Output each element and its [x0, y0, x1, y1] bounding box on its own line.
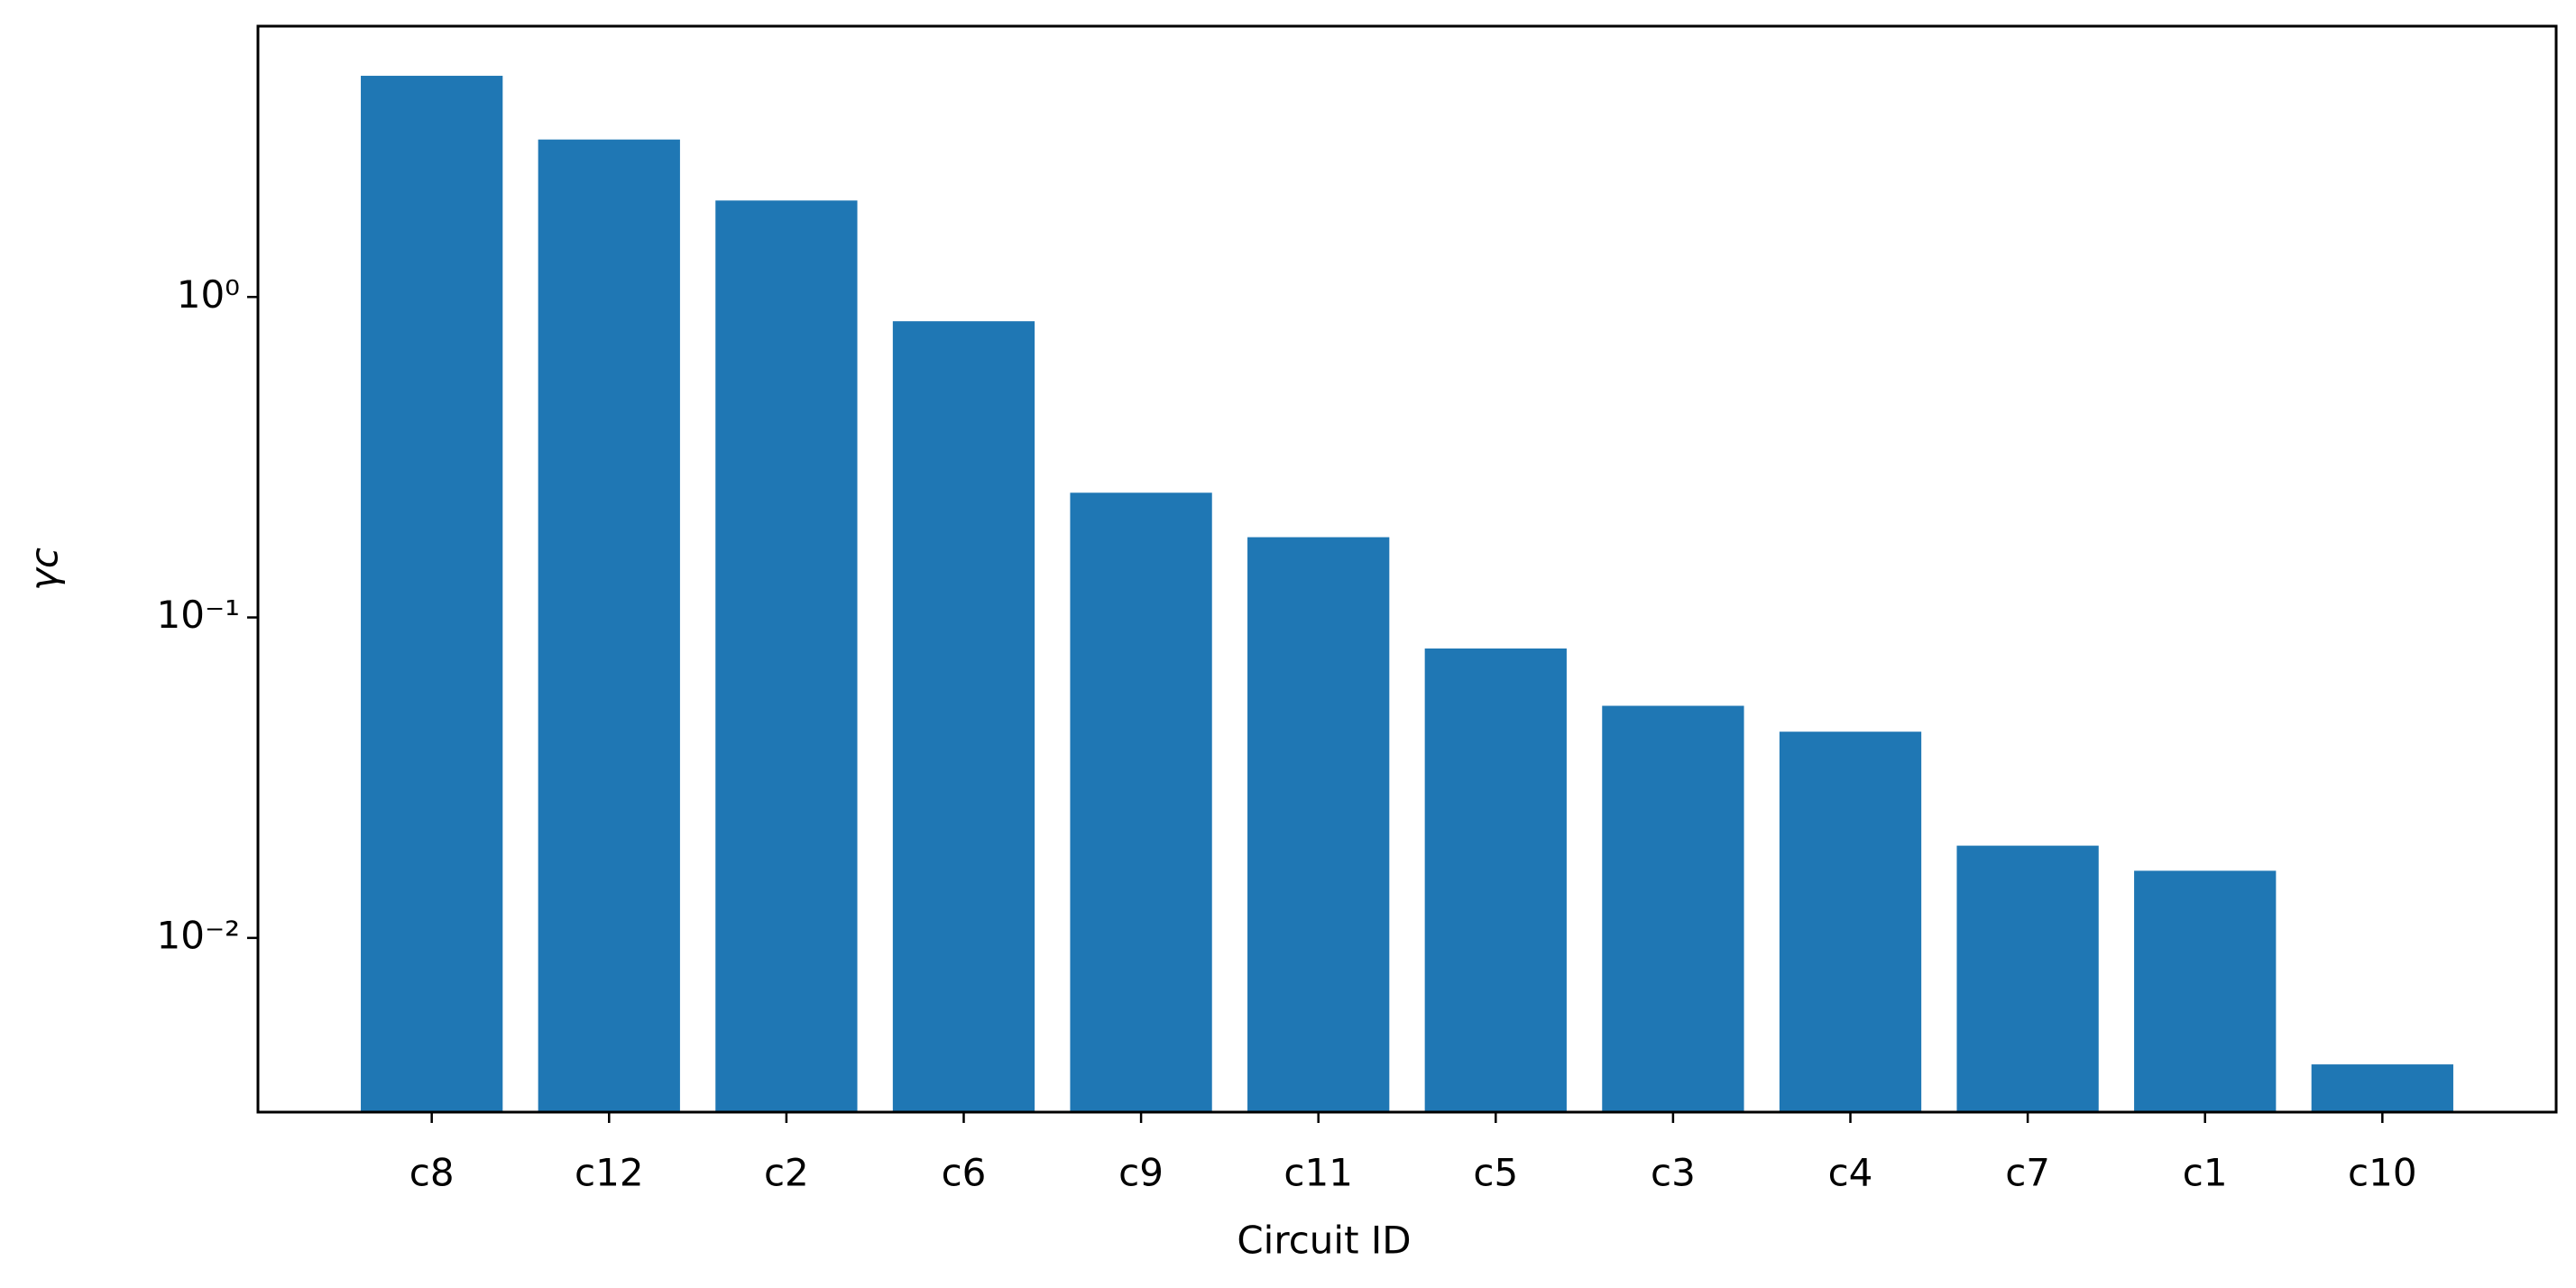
y-tick-label: 10⁻² [157, 913, 240, 957]
x-tick-label: c8 [409, 1151, 455, 1195]
x-tick-label: c12 [575, 1151, 644, 1195]
y-axis-label: γc [23, 547, 67, 591]
bar [1070, 492, 1212, 1112]
bar [2311, 1064, 2453, 1112]
x-tick-label: c6 [942, 1151, 987, 1195]
bar [361, 76, 503, 1113]
bar [1602, 705, 1744, 1112]
bar [1424, 648, 1567, 1112]
bar [1779, 731, 1922, 1112]
bar [1956, 845, 2099, 1112]
x-tick-label: c4 [1828, 1151, 1873, 1195]
bar [538, 139, 680, 1113]
x-axis-label: Circuit ID [1237, 1219, 1411, 1263]
bar [2134, 870, 2277, 1112]
x-tick-label: c9 [1118, 1151, 1164, 1195]
x-tick-label: c7 [2005, 1151, 2050, 1195]
x-tick-label: c5 [1473, 1151, 1518, 1195]
x-tick-label: c3 [1651, 1151, 1696, 1195]
x-tick-label: c11 [1283, 1151, 1353, 1195]
x-tick-label: c10 [2348, 1151, 2417, 1195]
bar [715, 200, 858, 1112]
y-tick-label: 10⁰ [177, 272, 240, 317]
plot-frame [256, 24, 2558, 1114]
x-tick-label: c2 [764, 1151, 809, 1195]
bar [892, 321, 1035, 1112]
y-tick-label: 10⁻¹ [157, 593, 240, 637]
bar [1247, 537, 1390, 1112]
x-tick-label: c1 [2183, 1151, 2228, 1195]
